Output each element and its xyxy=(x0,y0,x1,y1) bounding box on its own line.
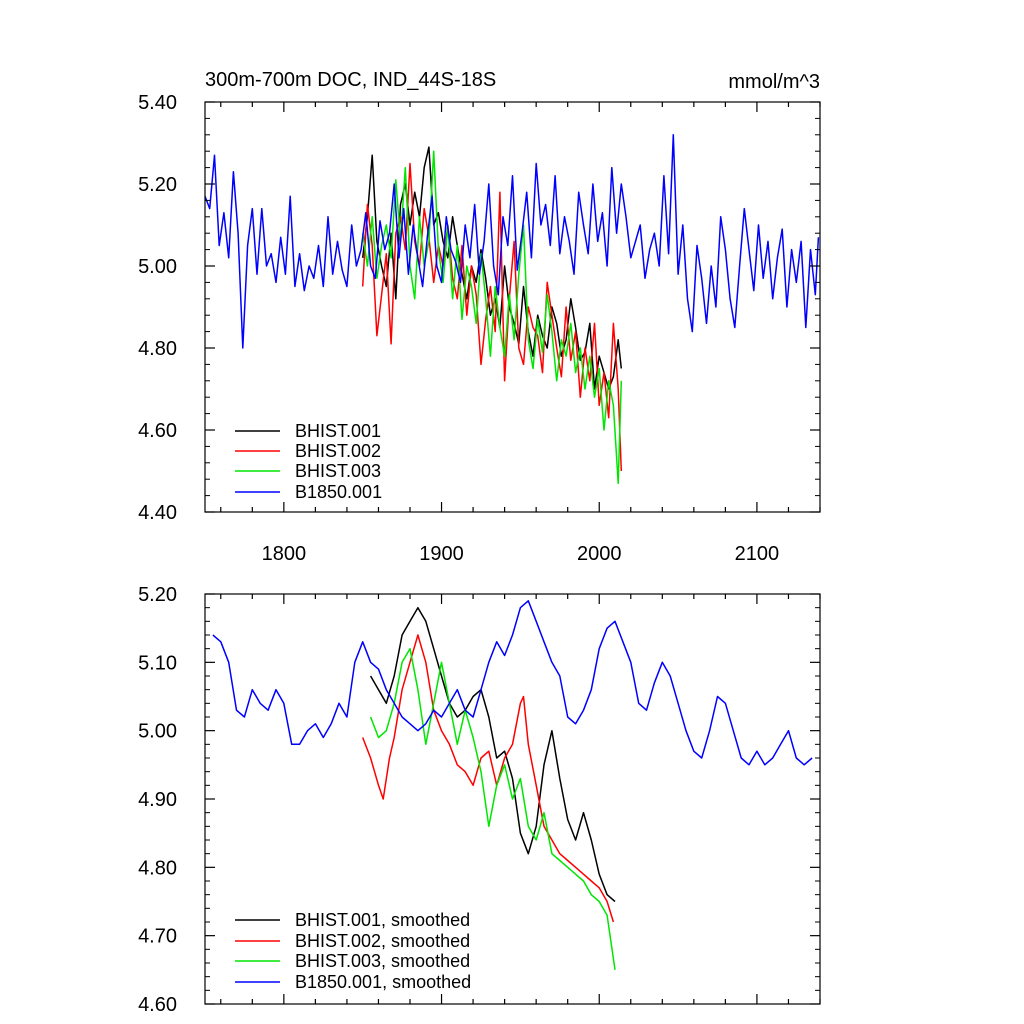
series-line-bhist-002-smoothed-plot2 xyxy=(362,634,615,923)
legend-label-bhist-002: BHIST.002 xyxy=(295,441,381,461)
top-legend: BHIST.001 BHIST.002 BHIST.003 B1850.001 xyxy=(235,421,382,502)
series-line-b1850-001-plot1 xyxy=(204,134,820,349)
series-line-bhist-003-plot1 xyxy=(361,150,623,485)
y-tick-label: 4.80 xyxy=(138,338,177,360)
y-tick-label: 4.70 xyxy=(138,926,177,948)
bottom-plot-area: 4.60 4.70 4.80 4.90 5.00 5.10 5.20 xyxy=(138,584,821,1016)
series-line-bhist-001-plot1 xyxy=(361,146,623,390)
y-tick-label: 4.40 xyxy=(138,502,177,524)
legend-label-bhist-003-smoothed: BHIST.003, smoothed xyxy=(295,951,470,971)
y-tick-label: 5.40 xyxy=(138,92,177,114)
x-tick-label: 2000 xyxy=(577,543,622,565)
x-tick-label: 1900 xyxy=(419,543,464,565)
chart-title: 300m-700m DOC, IND_44S-18S xyxy=(205,69,496,91)
y-tick-label: 5.00 xyxy=(138,721,177,743)
bottom-legend: BHIST.001, smoothed BHIST.002, smoothed … xyxy=(235,910,471,992)
series-line-bhist-003-smoothed-plot2 xyxy=(369,647,616,970)
legend-label-bhist-002-smoothed: BHIST.002, smoothed xyxy=(295,931,470,951)
series-line-bhist-001-smoothed-plot2 xyxy=(369,606,616,903)
y-tick-label: 4.60 xyxy=(138,420,177,442)
y-tick-label: 4.80 xyxy=(138,857,177,879)
y-tick-label: 4.60 xyxy=(138,994,177,1016)
legend-label-bhist-001-smoothed: BHIST.001, smoothed xyxy=(295,910,470,930)
series-line-bhist-002-plot1 xyxy=(361,162,623,472)
top-plot-area: 4.40 4.60 4.80 5.00 5.20 5.40 1800 1900 2000 2100 xyxy=(138,92,821,565)
y-tick-label: 4.90 xyxy=(138,789,177,811)
legend-label-b1850-001-smoothed: B1850.001, smoothed xyxy=(295,972,471,992)
x-tick-label: 2100 xyxy=(735,543,780,565)
y-tick-label: 5.10 xyxy=(138,652,177,674)
y-tick-label: 5.00 xyxy=(138,256,177,278)
legend-label-bhist-003: BHIST.003 xyxy=(295,461,381,481)
legend-label-bhist-001: BHIST.001 xyxy=(295,421,381,441)
units-label: mmol/m^3 xyxy=(728,71,820,93)
x-tick-label: 1800 xyxy=(262,543,307,565)
y-tick-label: 5.20 xyxy=(138,584,177,606)
legend-label-b1850-001: B1850.001 xyxy=(295,482,382,502)
plot-frame-1 xyxy=(204,101,821,513)
series-line-b1850-001-smoothed-plot2 xyxy=(212,600,813,766)
y-tick-label: 5.20 xyxy=(138,174,177,196)
